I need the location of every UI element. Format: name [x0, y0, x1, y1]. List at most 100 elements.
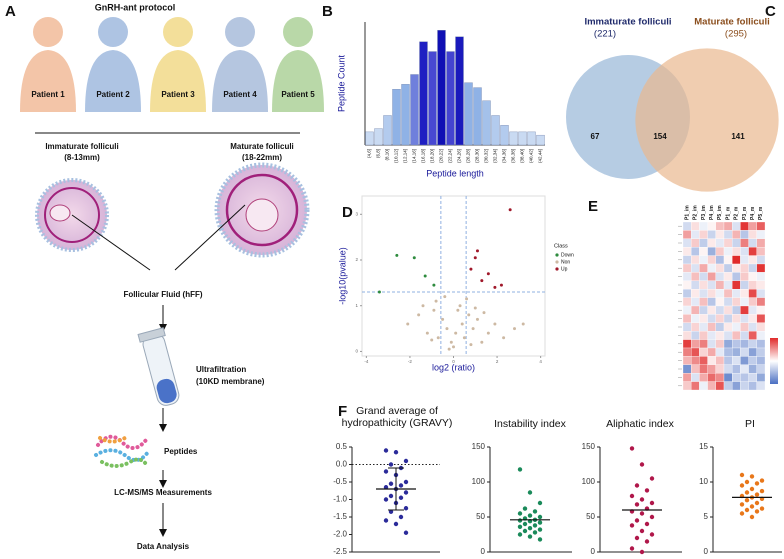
group-label: Maturate folliculi: [230, 142, 294, 151]
point: [486, 331, 490, 335]
heatmap-cell: [748, 381, 757, 391]
bar: [392, 89, 401, 146]
point: [508, 208, 512, 212]
point: [749, 514, 755, 520]
heatmap-cell: [682, 280, 692, 290]
heatmap-cell: [707, 230, 716, 239]
point: [430, 338, 434, 342]
point: [759, 506, 765, 511]
heatmap-cell: [740, 305, 749, 315]
point: [388, 481, 394, 486]
point: [469, 267, 473, 271]
heatmap-cell: [732, 255, 741, 265]
heatmap-cell: [715, 272, 725, 281]
heatmap-cell: [699, 364, 708, 374]
point: [522, 528, 528, 534]
heatmap-cell: [723, 297, 733, 307]
patient-label: Patient 1: [31, 90, 65, 99]
point: [517, 467, 523, 472]
y-tick-label: 0: [481, 547, 486, 556]
bar: [428, 51, 437, 146]
heatmap-cell: [707, 339, 716, 349]
point: [527, 513, 533, 518]
heatmap-cell: [699, 339, 708, 349]
y-tick-label: 3: [355, 211, 358, 216]
heatmap-cell: [715, 381, 725, 391]
heatmap-cell: [715, 305, 725, 315]
point: [537, 537, 543, 542]
point: [403, 490, 409, 495]
point: [445, 327, 449, 331]
heatmap-cell: [732, 221, 741, 231]
heatmap-cell: [715, 221, 725, 231]
patient-figures: [20, 17, 324, 112]
heatmap-cell: [691, 221, 700, 231]
heatmap-cell: [715, 230, 725, 239]
heatmap-cell: [748, 238, 757, 248]
bar: [509, 131, 518, 146]
heatmap-cell: [682, 247, 692, 256]
heatmap-cell: [732, 238, 741, 248]
y-tick-label: -1.5: [333, 512, 347, 521]
point: [383, 469, 389, 474]
y-tick-label: 50: [586, 512, 595, 521]
heatmap-cell: [707, 305, 716, 315]
heatmap-cell: [723, 247, 733, 256]
x-tick-label: (18,20]: [430, 149, 435, 163]
y-tick-label: 1: [355, 303, 358, 308]
heatmap-cell: [682, 255, 692, 265]
heatmap-cell: [723, 221, 733, 231]
point: [388, 509, 394, 514]
heatmap-cell: [756, 263, 766, 273]
heatmap-cell: [682, 347, 692, 357]
y-tick-label: 0: [355, 349, 358, 354]
heatmap-cell: [740, 381, 749, 391]
panel-label: B: [322, 3, 333, 20]
y-tick-label: 10: [699, 477, 708, 486]
point: [465, 297, 469, 301]
point: [629, 523, 635, 528]
heatmap-cell: [756, 247, 766, 256]
point: [421, 304, 425, 308]
heatmap-cell: [715, 255, 725, 265]
group-size: (18-22mm): [242, 153, 282, 162]
x-tick-label: (8,10]: [385, 149, 390, 161]
region-count: 67: [591, 132, 600, 141]
heatmap-cell: [748, 314, 757, 323]
patient-label: Patient 2: [96, 90, 130, 99]
point: [527, 526, 533, 531]
point: [639, 511, 645, 516]
heatmap-cell: [740, 356, 749, 365]
heatmap-cell: [707, 272, 716, 281]
y-tick-label: -1.0: [333, 495, 347, 504]
point: [754, 509, 760, 514]
panel-label: E: [588, 198, 598, 215]
point: [639, 497, 645, 502]
heatmap-cell: [748, 322, 757, 332]
set-name: Maturate folliculi: [694, 17, 769, 28]
x-tick-label: (16,18]: [421, 149, 426, 163]
heatmap-cell: [740, 339, 749, 349]
bar: [473, 87, 482, 146]
point: [499, 283, 503, 287]
protocol-title: GnRH-ant protocol: [95, 2, 176, 12]
heatmap-cell: [756, 305, 766, 315]
point: [432, 308, 436, 312]
point: [744, 498, 750, 503]
step-label: Follicular Fluid (hFF): [123, 290, 202, 299]
point: [634, 518, 640, 523]
point: [739, 502, 745, 507]
heatmap-cell: [707, 356, 716, 365]
heatmap-cell: [691, 247, 700, 256]
heatmap-cell: [732, 322, 741, 332]
point: [522, 521, 528, 527]
heatmap-cell: [756, 280, 766, 290]
heatmap-cell: [691, 305, 700, 315]
legend-label: Up: [561, 266, 568, 272]
point: [480, 279, 484, 283]
heatmap-cell: [699, 263, 708, 273]
point: [759, 488, 765, 494]
heatmap-cell: [682, 381, 692, 391]
point: [403, 530, 409, 535]
heatmap-cell: [699, 280, 708, 290]
